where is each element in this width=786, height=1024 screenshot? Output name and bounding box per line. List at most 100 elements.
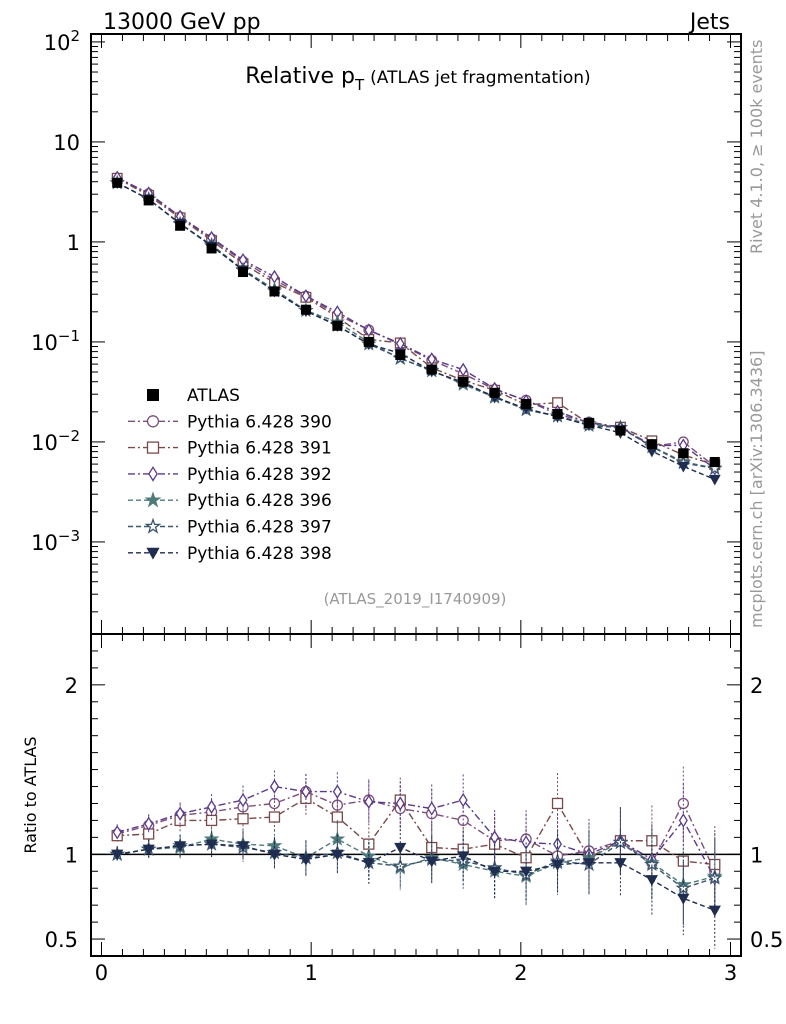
legend-label: Pythia 6.428 392 xyxy=(187,465,332,485)
ratio-y-tick-label: 0.5 xyxy=(45,928,78,952)
series-line-6 xyxy=(116,182,716,481)
series-line-2 xyxy=(116,177,715,466)
header-left: 13000 GeV pp xyxy=(103,10,261,35)
marker-triangle xyxy=(708,474,721,486)
title-main: Relative p xyxy=(245,64,355,89)
main-plot: 102 10 1 10−1 10−2 10−3 xyxy=(31,27,742,635)
marker-diamond xyxy=(112,825,122,840)
analysis-id: (ATLAS_2019_I1740909) xyxy=(324,590,507,609)
marker-triangle xyxy=(394,842,407,854)
y-tick-label: 102 xyxy=(44,27,80,55)
data-point xyxy=(646,439,657,450)
ratio-plot: 0 1 2 3 2 2 1 1 0.5 0.5 xyxy=(45,620,783,985)
y-tick-label: 10−1 xyxy=(31,327,80,355)
marker-star xyxy=(144,491,162,508)
marker-triangle xyxy=(111,849,124,861)
marker-diamond xyxy=(332,784,342,799)
data-point xyxy=(175,220,186,231)
ratio-line-4 xyxy=(117,838,715,886)
title-rest: (ATLAS jet fragmentation) xyxy=(370,68,591,88)
marker-square xyxy=(237,813,249,825)
legend-marker-data xyxy=(147,389,159,401)
y-tick-label: 10−2 xyxy=(31,427,80,455)
data-point xyxy=(395,349,406,360)
y-tick-label: 10−3 xyxy=(31,527,80,555)
x-tick-label: 0 xyxy=(95,961,108,985)
mcplots-label: mcplots.cern.ch [arXiv:1306.3436] xyxy=(747,351,766,628)
x-tick-label: 1 xyxy=(304,961,317,985)
marker-circle xyxy=(268,797,281,810)
data-point xyxy=(363,336,374,347)
data-point xyxy=(615,425,626,436)
marker-diamond xyxy=(207,799,217,815)
marker-triangle xyxy=(457,851,470,863)
data-point xyxy=(489,387,500,398)
marker-square xyxy=(331,811,344,823)
marker-star xyxy=(644,856,660,872)
ratio-frame xyxy=(90,633,742,957)
data-point xyxy=(552,409,563,420)
ratio-ylabel: Ratio to ATLAS xyxy=(21,736,40,853)
data-point xyxy=(238,267,249,278)
marker-diamond xyxy=(364,794,374,810)
marker-diamond xyxy=(301,784,311,799)
data-point xyxy=(332,320,343,331)
data-point xyxy=(458,376,469,387)
y-tick-label: 1 xyxy=(67,231,80,255)
marker-triangle xyxy=(614,858,627,870)
marker-square xyxy=(551,797,564,810)
legend: ATLAS Pythia 6.428 390 Pythia 6.428 391 Pyt… xyxy=(128,386,332,564)
marker-diamond xyxy=(678,813,688,828)
marker-triangle xyxy=(236,841,250,853)
data-point xyxy=(583,417,594,428)
marker-diamond xyxy=(490,830,500,845)
legend-label: Pythia 6.428 391 xyxy=(187,439,332,459)
marker-diamond xyxy=(301,289,311,304)
ratio-y-tick-label-right: 2 xyxy=(750,674,763,698)
legend-label-data: ATLAS xyxy=(187,386,240,406)
marker-triangle xyxy=(299,854,313,866)
rivet-version-label: Rivet 4.1.0, ≥ 100k events xyxy=(747,40,766,254)
marker-triangle xyxy=(142,844,155,856)
ratio-y-tick-label-right: 0.5 xyxy=(750,928,783,952)
data-point xyxy=(300,304,311,315)
ratio-line-6 xyxy=(117,843,716,911)
marker-triangle xyxy=(551,859,564,871)
data-point xyxy=(206,243,217,254)
marker-triangle xyxy=(488,866,501,878)
marker-triangle xyxy=(582,858,596,870)
header-right: Jets xyxy=(688,10,730,35)
legend-label: Pythia 6.428 397 xyxy=(187,518,332,538)
marker-square xyxy=(268,811,281,823)
marker-square xyxy=(146,441,160,454)
marker-diamond xyxy=(238,792,248,808)
marker-diamond xyxy=(427,801,437,816)
marker-triangle xyxy=(362,858,375,870)
marker-diamond xyxy=(175,806,185,821)
data-point xyxy=(143,195,154,206)
x-tick-label: 2 xyxy=(514,961,527,985)
ratio-y-tick-label: 2 xyxy=(65,674,78,698)
marker-triangle xyxy=(519,866,533,878)
ratio-line-3 xyxy=(117,785,716,879)
marker-square xyxy=(205,814,218,827)
data-point xyxy=(112,177,123,188)
marker-triangle xyxy=(708,905,721,917)
marker-diamond xyxy=(269,779,279,794)
marker-diamond xyxy=(458,792,468,808)
legend-label: Pythia 6.428 396 xyxy=(187,491,332,511)
data-point xyxy=(709,456,720,467)
marker-diamond xyxy=(395,796,405,811)
marker-circle xyxy=(146,415,160,428)
marker-star xyxy=(144,517,162,534)
marker-diamond xyxy=(148,466,158,482)
marker-triangle xyxy=(425,856,438,868)
x-tick-label: 3 xyxy=(724,961,737,985)
marker-diamond xyxy=(458,362,468,377)
data-point xyxy=(678,448,689,459)
ratio-y-tick-label: 1 xyxy=(65,843,78,867)
legend-label: Pythia 6.428 390 xyxy=(187,412,332,432)
title-subscript: T xyxy=(354,76,365,94)
marker-triangle xyxy=(146,547,160,560)
